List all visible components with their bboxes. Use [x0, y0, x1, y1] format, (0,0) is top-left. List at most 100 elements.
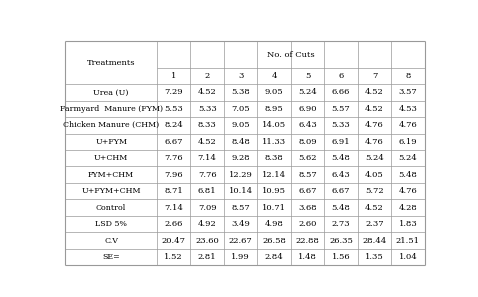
Text: 5.48: 5.48: [332, 204, 350, 212]
Text: 8: 8: [405, 72, 411, 80]
Text: 1.35: 1.35: [365, 253, 384, 261]
Text: 4.52: 4.52: [198, 88, 217, 96]
Text: 6: 6: [338, 72, 344, 80]
Text: Urea (U): Urea (U): [93, 88, 129, 96]
Text: 2.66: 2.66: [164, 220, 183, 228]
Text: 5.48: 5.48: [399, 171, 417, 179]
Text: 5.62: 5.62: [298, 154, 317, 162]
Text: 4.76: 4.76: [365, 138, 384, 146]
Text: 6.91: 6.91: [332, 138, 350, 146]
Text: 4.52: 4.52: [365, 204, 384, 212]
Text: 4.98: 4.98: [265, 220, 283, 228]
Text: 3.68: 3.68: [298, 204, 317, 212]
Text: 4.92: 4.92: [198, 220, 217, 228]
Text: 6.43: 6.43: [332, 171, 350, 179]
Text: FYM+CHM: FYM+CHM: [88, 171, 134, 179]
Text: 8.48: 8.48: [231, 138, 250, 146]
Text: 23.60: 23.60: [195, 236, 219, 244]
Text: 2: 2: [205, 72, 210, 80]
Text: 1: 1: [171, 72, 176, 80]
Text: 8.95: 8.95: [265, 105, 283, 113]
Text: 22.88: 22.88: [295, 236, 319, 244]
Text: 8.24: 8.24: [164, 121, 183, 129]
Text: 5.53: 5.53: [164, 105, 183, 113]
Text: 1.52: 1.52: [164, 253, 183, 261]
Text: 9.05: 9.05: [265, 88, 283, 96]
Text: 3.49: 3.49: [231, 220, 250, 228]
Text: Treatments: Treatments: [87, 59, 135, 67]
Text: 6.67: 6.67: [332, 187, 350, 195]
Text: 4.52: 4.52: [365, 105, 384, 113]
Text: 3: 3: [238, 72, 243, 80]
Text: No. of Cuts: No. of Cuts: [267, 50, 315, 59]
Text: 4.52: 4.52: [365, 88, 384, 96]
Text: 4.52: 4.52: [198, 138, 217, 146]
Text: 8.57: 8.57: [298, 171, 317, 179]
Text: 4.05: 4.05: [365, 171, 384, 179]
Text: U+FYM+CHM: U+FYM+CHM: [81, 187, 141, 195]
Text: 26.58: 26.58: [262, 236, 286, 244]
Text: 2.81: 2.81: [198, 253, 217, 261]
Text: 22.67: 22.67: [228, 236, 252, 244]
Text: 7: 7: [372, 72, 377, 80]
Text: 5: 5: [305, 72, 310, 80]
Text: 10.95: 10.95: [262, 187, 286, 195]
Text: 5.72: 5.72: [365, 187, 384, 195]
Text: 7.14: 7.14: [198, 154, 217, 162]
Text: 6.90: 6.90: [298, 105, 317, 113]
Text: 21.51: 21.51: [396, 236, 420, 244]
Text: 1.56: 1.56: [332, 253, 350, 261]
Text: 5.48: 5.48: [332, 154, 350, 162]
Text: 6.43: 6.43: [298, 121, 317, 129]
Text: 5.24: 5.24: [298, 88, 317, 96]
Text: 10.14: 10.14: [228, 187, 253, 195]
Text: 8.33: 8.33: [198, 121, 217, 129]
Text: 28.44: 28.44: [362, 236, 387, 244]
Text: U+FYM: U+FYM: [95, 138, 127, 146]
Text: SE=: SE=: [102, 253, 120, 261]
Text: 4: 4: [272, 72, 277, 80]
Text: 7.96: 7.96: [164, 171, 183, 179]
Text: 12.14: 12.14: [262, 171, 286, 179]
Text: 4.76: 4.76: [399, 187, 417, 195]
Text: 1.48: 1.48: [298, 253, 317, 261]
Text: 2.84: 2.84: [265, 253, 283, 261]
Text: 2.60: 2.60: [298, 220, 317, 228]
Text: 6.67: 6.67: [298, 187, 317, 195]
Text: 5.38: 5.38: [231, 88, 250, 96]
Text: LSD 5%: LSD 5%: [95, 220, 127, 228]
Text: Control: Control: [96, 204, 126, 212]
Text: 4.28: 4.28: [399, 204, 417, 212]
Text: 8.71: 8.71: [164, 187, 183, 195]
Text: 7.09: 7.09: [198, 204, 217, 212]
Text: 1.83: 1.83: [399, 220, 417, 228]
Text: 1.99: 1.99: [231, 253, 250, 261]
Text: 8.38: 8.38: [265, 154, 283, 162]
Text: 7.76: 7.76: [164, 154, 183, 162]
Text: 5.33: 5.33: [198, 105, 217, 113]
Text: 11.33: 11.33: [262, 138, 286, 146]
Text: Farmyard  Manure (FYM): Farmyard Manure (FYM): [60, 105, 163, 113]
Text: C.V: C.V: [104, 236, 118, 244]
Text: 4.76: 4.76: [365, 121, 384, 129]
Text: 8.09: 8.09: [298, 138, 317, 146]
Text: 4.76: 4.76: [399, 121, 417, 129]
Text: 2.73: 2.73: [332, 220, 350, 228]
Text: Chicken Manure (CHM): Chicken Manure (CHM): [63, 121, 159, 129]
Text: 6.19: 6.19: [399, 138, 417, 146]
Text: 7.14: 7.14: [164, 204, 183, 212]
Text: 5.33: 5.33: [332, 121, 350, 129]
Text: 4.53: 4.53: [399, 105, 417, 113]
Text: 9.05: 9.05: [231, 121, 250, 129]
Text: 7.29: 7.29: [164, 88, 183, 96]
Text: 9.28: 9.28: [231, 154, 250, 162]
Text: 5.57: 5.57: [332, 105, 350, 113]
Text: 6.67: 6.67: [164, 138, 183, 146]
Text: 1.04: 1.04: [399, 253, 417, 261]
Text: 10.71: 10.71: [262, 204, 286, 212]
Text: U+CHM: U+CHM: [94, 154, 128, 162]
Text: 5.24: 5.24: [399, 154, 417, 162]
Text: 6.81: 6.81: [198, 187, 217, 195]
Text: 2.37: 2.37: [365, 220, 384, 228]
Text: 26.35: 26.35: [329, 236, 353, 244]
